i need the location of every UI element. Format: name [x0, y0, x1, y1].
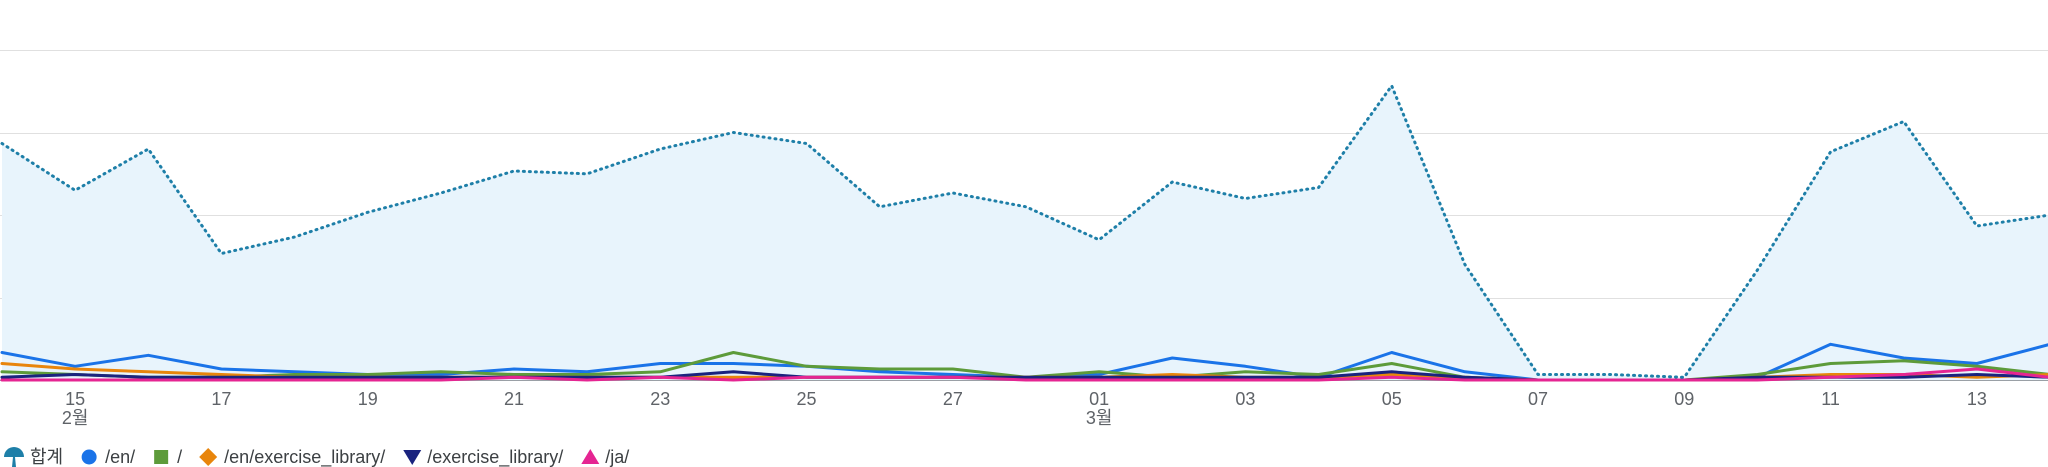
legend-total-icon-stem: [12, 457, 16, 467]
series-lines: [0, 84, 2048, 382]
legend-circle-icon: [81, 449, 97, 465]
legend-item[interactable]: /en/: [81, 447, 136, 467]
legend-item[interactable]: /ja/: [581, 447, 629, 467]
legend-diamond-icon: [199, 448, 218, 466]
x-tick-month-label: 3월: [1086, 408, 1113, 428]
legend-square-icon: [154, 450, 169, 464]
x-tick-label: 05: [1382, 389, 1402, 409]
legend-label: /en/exercise_library/: [224, 447, 385, 467]
x-tick-label: 07: [1528, 389, 1548, 409]
legend-label: 합계: [30, 447, 63, 467]
legend-item[interactable]: /: [154, 447, 182, 467]
x-tick-label: 27: [943, 389, 963, 409]
x-tick-label: 17: [211, 389, 231, 409]
x-tick-label: 13: [1967, 389, 1987, 409]
legend-label: /: [177, 447, 182, 467]
legend-triangle-up-icon: [581, 449, 600, 464]
x-tick-label: 23: [650, 389, 670, 409]
x-tick-label: 15: [65, 389, 85, 409]
legend[interactable]: 합계/en/ / /en/exercise_library/ /exercise_li…: [4, 447, 629, 467]
legend-triangle-down-icon: [403, 450, 422, 465]
legend-label: /en/: [105, 447, 135, 467]
legend-total-icon: [4, 447, 24, 457]
series-line-ja: [0, 367, 2048, 382]
x-tick-label: 19: [358, 389, 378, 409]
x-tick-month-label: 2월: [62, 408, 89, 428]
legend-item[interactable]: /exercise_library/: [403, 447, 563, 467]
legend-label: /exercise_library/: [427, 447, 563, 467]
x-tick-label: 11: [1821, 389, 1840, 409]
x-tick-label: 09: [1674, 389, 1694, 409]
x-tick-label: 21: [504, 389, 524, 409]
x-tick-label: 03: [1235, 389, 1255, 409]
legend-item[interactable]: /en/exercise_library/: [199, 447, 385, 467]
total-area-fill: [2, 85, 2048, 380]
legend-item[interactable]: 합계: [4, 447, 63, 467]
total-area: [2, 85, 2048, 380]
x-tick-label: 01: [1089, 389, 1109, 409]
legend-label: /ja/: [605, 447, 629, 467]
series-line-합계: [0, 84, 2048, 379]
x-tick-label: 25: [797, 389, 817, 409]
